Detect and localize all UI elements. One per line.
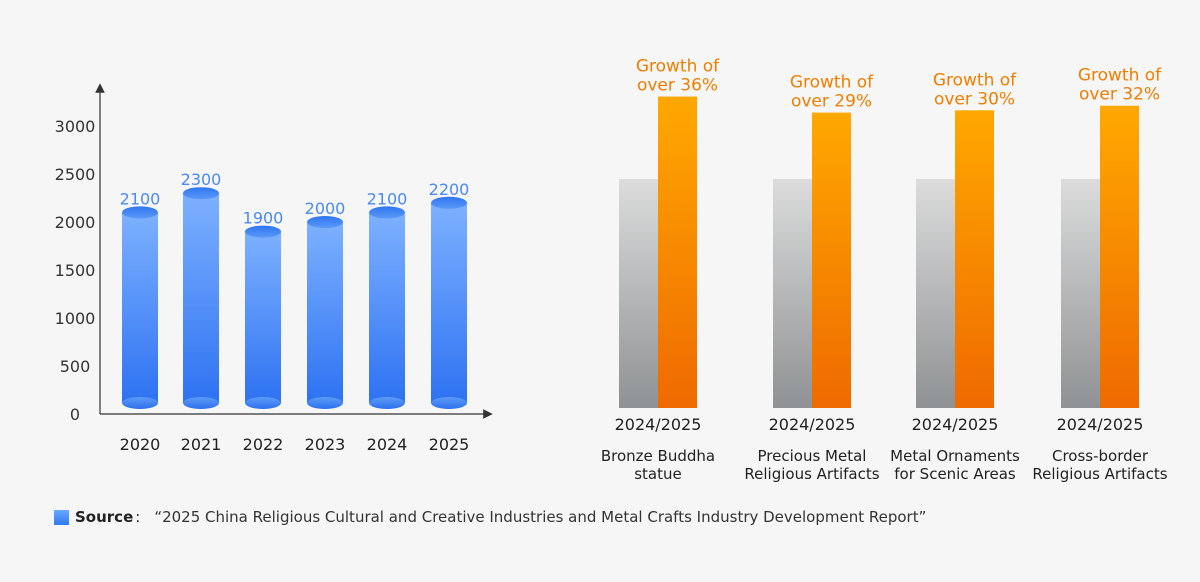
bar-cylinder-top bbox=[183, 187, 219, 200]
bar-cylinder-base bbox=[245, 397, 281, 409]
y-tick-label: 500 bbox=[60, 357, 91, 376]
bar-data-label: 2100 bbox=[367, 189, 408, 208]
bar-baseline bbox=[773, 179, 812, 408]
period-label: 2024/2025 bbox=[769, 415, 856, 434]
bar-cylinder-body bbox=[122, 212, 158, 403]
bar-baseline bbox=[916, 179, 955, 408]
y-tick-label: 1000 bbox=[55, 309, 96, 328]
bar-cylinder-body bbox=[369, 212, 405, 403]
bar-cylinder-base bbox=[431, 397, 467, 409]
x-tick-label: 2020 bbox=[120, 435, 161, 454]
y-tick-label: 2000 bbox=[55, 213, 96, 232]
bar-cylinder-top bbox=[245, 225, 281, 238]
bar-cylinder-base bbox=[307, 397, 343, 409]
category-label: Precious Metal bbox=[758, 447, 867, 465]
category-label: Religious Artifacts bbox=[1032, 465, 1167, 483]
y-tick-label: 1500 bbox=[55, 261, 96, 280]
bar-data-label: 2300 bbox=[181, 170, 222, 189]
bar-growth bbox=[1100, 105, 1139, 408]
bar-data-label: 2200 bbox=[429, 180, 470, 199]
y-tick-label: 0 bbox=[70, 405, 80, 424]
x-tick-label: 2022 bbox=[243, 435, 284, 454]
growth-annotation: over 29% bbox=[791, 92, 872, 112]
growth-annotation: Growth of bbox=[790, 73, 874, 93]
bar-cylinder-base bbox=[183, 397, 219, 409]
bar-cylinder-top bbox=[307, 216, 343, 228]
category-label: Bronze Buddha bbox=[601, 447, 715, 465]
source-legend-square bbox=[54, 509, 69, 525]
bar-cylinder-body bbox=[307, 222, 343, 403]
bar-baseline bbox=[1061, 179, 1100, 408]
bar-cylinder-top bbox=[431, 196, 467, 209]
bar-cylinder-base bbox=[122, 397, 158, 409]
growth-annotation: Growth of bbox=[933, 70, 1017, 90]
x-tick-label: 2023 bbox=[305, 435, 346, 454]
y-tick-label: 3000 bbox=[55, 117, 96, 136]
bar-cylinder-base bbox=[369, 397, 405, 409]
x-tick-label: 2025 bbox=[429, 435, 470, 454]
bar-data-label: 2000 bbox=[305, 199, 346, 218]
bar-growth bbox=[812, 112, 851, 408]
x-tick-label: 2024 bbox=[367, 435, 408, 454]
bar-growth bbox=[955, 110, 994, 409]
growth-annotation: over 30% bbox=[934, 89, 1015, 109]
category-label: Religious Artifacts bbox=[744, 465, 879, 483]
growth-annotation: Growth of bbox=[1078, 66, 1162, 86]
bar-growth bbox=[658, 96, 697, 408]
category-label: statue bbox=[634, 465, 682, 483]
growth-annotation: over 36% bbox=[637, 76, 718, 96]
source-text: “2025 China Religious Cultural and Creat… bbox=[154, 508, 927, 526]
category-label: Metal Ornaments bbox=[890, 447, 1020, 465]
growth-annotation: over 32% bbox=[1079, 85, 1160, 105]
y-tick-label: 2500 bbox=[55, 165, 96, 184]
bar-cylinder-body bbox=[431, 202, 467, 403]
source-label: Source bbox=[75, 508, 134, 526]
bar-baseline bbox=[619, 179, 658, 408]
period-label: 2024/2025 bbox=[912, 415, 999, 434]
period-label: 2024/2025 bbox=[1057, 415, 1144, 434]
category-label: for Scenic Areas bbox=[894, 465, 1016, 483]
x-tick-label: 2021 bbox=[181, 435, 222, 454]
bar-data-label: 1900 bbox=[243, 209, 284, 228]
category-label: Cross-border bbox=[1052, 447, 1149, 465]
bar-cylinder-body bbox=[183, 193, 219, 403]
source-note: Source : “2025 China Religious Cultural … bbox=[54, 508, 926, 526]
left-cylinder-chart: 0 500 1000 1500 2000 2500 3000 2100 2020 2300 2021… bbox=[55, 83, 493, 454]
bar-data-label: 2100 bbox=[120, 189, 161, 208]
bar-cylinder-top bbox=[369, 206, 405, 219]
source-separator: : bbox=[135, 508, 141, 526]
bar-cylinder-body bbox=[245, 231, 281, 403]
bar-cylinder-top bbox=[122, 206, 158, 219]
period-label: 2024/2025 bbox=[615, 415, 702, 434]
growth-annotation: Growth of bbox=[636, 57, 720, 77]
